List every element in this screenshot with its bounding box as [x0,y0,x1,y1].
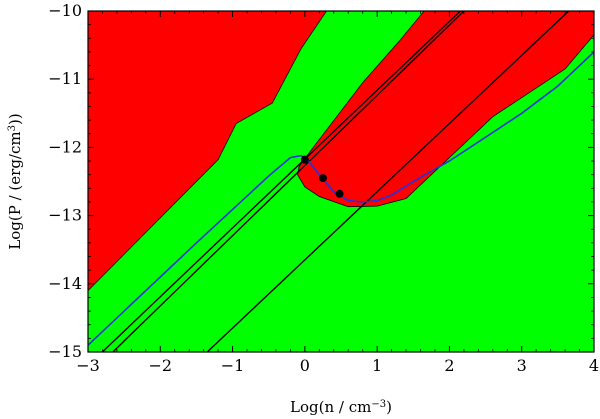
unstable-region-2 [297,11,594,208]
y-tick-label: −13 [48,206,82,225]
x-tick-label: 2 [444,356,454,375]
marker-point-1 [300,155,309,164]
y-tick-label: −10 [48,1,82,20]
isotherm-line-1 [101,11,461,352]
y-tick-label: −15 [48,342,82,361]
y-axis-label: Log(P / (erg/cm3)) [6,113,24,249]
marker-point-2 [318,174,327,183]
equilibrium-curve-1 [88,51,594,346]
x-axis-label: Log(n / cm−3) [290,398,392,416]
x-tick-label: −1 [221,356,245,375]
y-tick-label: −11 [48,69,82,88]
plot-area [88,11,594,352]
isotherm-line-2 [111,11,465,352]
plot-frame [87,10,595,353]
x-tick-label: −2 [148,356,172,375]
y-tick-label: −12 [48,137,82,156]
x-tick-label: 4 [589,356,599,375]
y-tick-label: −14 [48,274,82,293]
x-tick-label: 0 [300,356,310,375]
unstable-region-1 [88,11,327,292]
isotherm-line-3 [206,11,570,352]
marker-point-3 [335,189,344,198]
x-tick-label: 1 [372,356,382,375]
x-tick-label: −3 [76,356,100,375]
x-tick-label: 3 [517,356,527,375]
